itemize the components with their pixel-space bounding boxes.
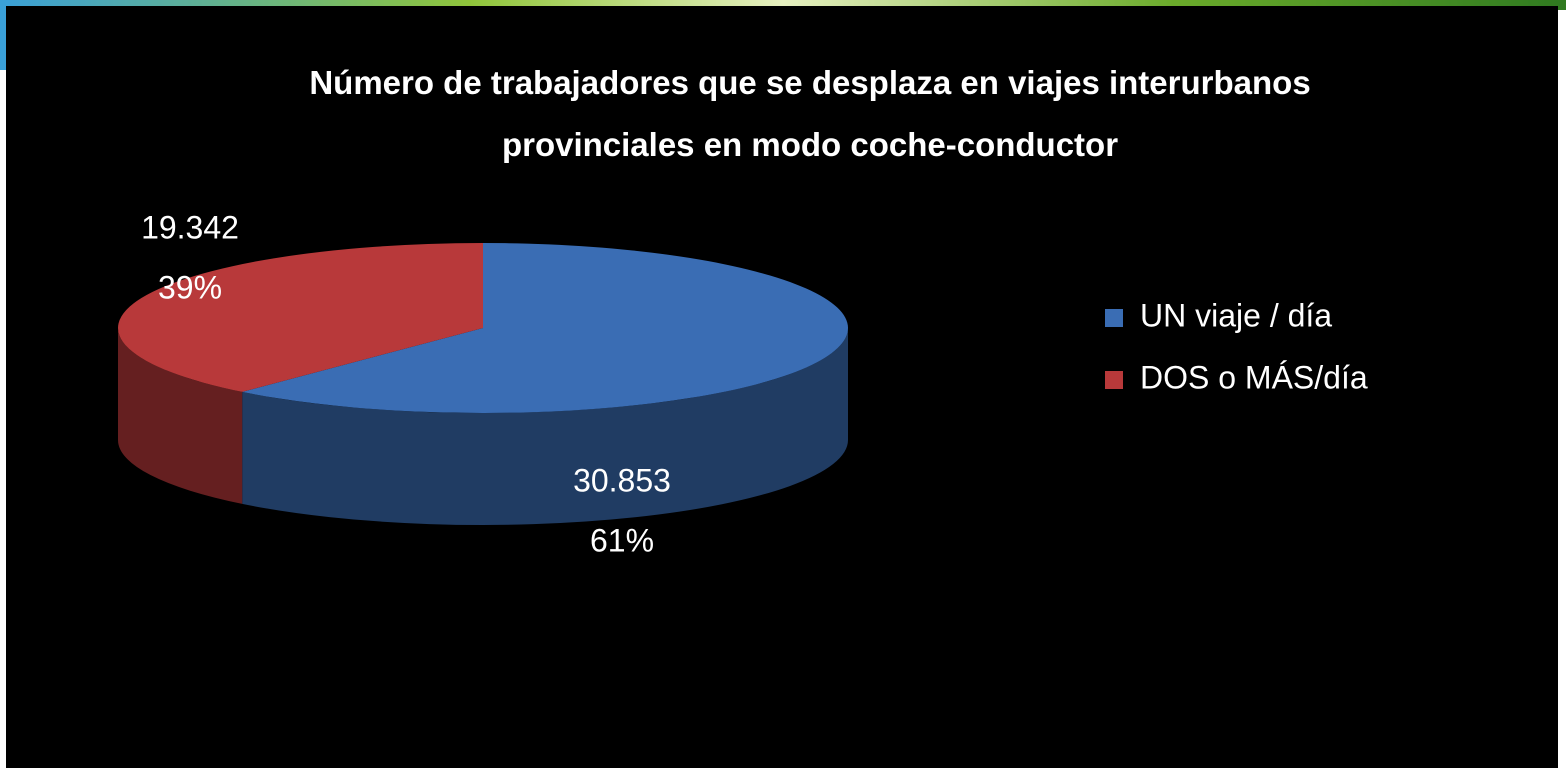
value-label: 19.342 xyxy=(141,209,239,245)
pie-slice xyxy=(118,243,484,392)
pie-side xyxy=(118,328,243,504)
chart-title: Número de trabajadores que se desplaza e… xyxy=(309,64,1311,163)
pie-side xyxy=(242,328,848,525)
legend-label: DOS o MÁS/día xyxy=(1140,359,1368,395)
value-label: 30.853 xyxy=(573,462,671,498)
legend-swatch xyxy=(1105,371,1123,389)
legend-label: UN viaje / día xyxy=(1140,297,1332,333)
pie-slice xyxy=(242,243,849,413)
percentage-label: 39% xyxy=(158,269,222,305)
percentage-label: 61% xyxy=(590,522,654,558)
banner-strip xyxy=(0,0,1566,10)
banner-edge xyxy=(0,0,10,70)
legend-swatch xyxy=(1105,309,1123,327)
